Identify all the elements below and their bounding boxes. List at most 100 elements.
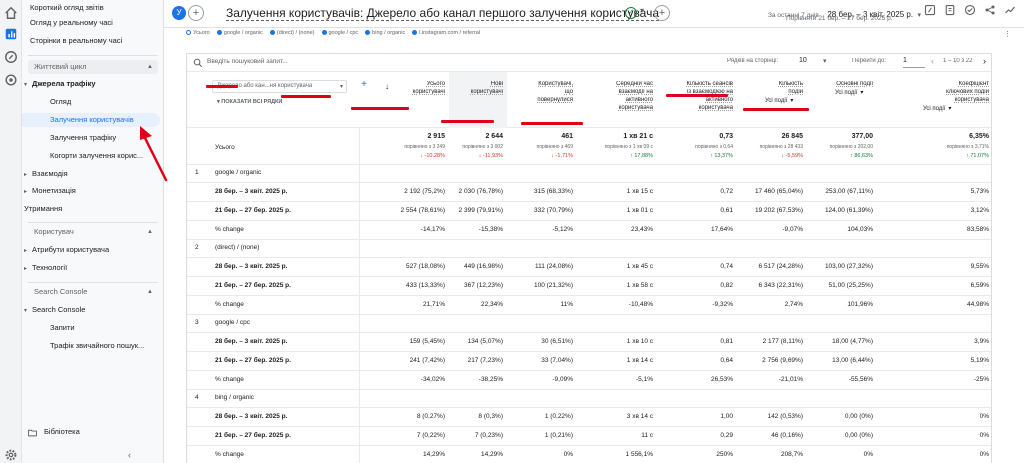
date-range-prefix: За останні 7 днів (768, 12, 819, 19)
nav-item-other-1[interactable]: ▸ Монетизація (22, 184, 164, 198)
nav-item-top-2[interactable]: Сторінки в реальному часі (22, 34, 164, 48)
column-header-3-line[interactable]: активного (625, 97, 653, 103)
column-header-1-line[interactable]: користувачі (470, 89, 503, 95)
legend-item[interactable]: Усього (186, 30, 210, 36)
section-lifecycle[interactable]: Життєвий цикл ▲ (28, 60, 158, 74)
rows-per-page-select[interactable]: 10 (799, 57, 807, 64)
column-header-4-line[interactable]: активного (705, 97, 733, 103)
column-header-4-line[interactable]: Кількість сеансів (686, 81, 733, 87)
share-link-icon[interactable] (984, 4, 996, 16)
column-header-0-line[interactable]: користувачі (412, 89, 445, 95)
column-header-1-line[interactable]: Нові (490, 81, 503, 87)
home-icon[interactable] (4, 6, 18, 20)
chevron-down-icon[interactable]: ▾ (823, 58, 827, 65)
avatar[interactable]: У (172, 6, 186, 20)
advertising-icon[interactable] (4, 73, 18, 87)
nav-item-sc-1[interactable]: Трафік звичайного пошук... (22, 339, 164, 353)
date-range-label: 28 бер. – 3 квіт. 2025 р. (215, 188, 288, 195)
column-header-2-line[interactable]: що (564, 89, 573, 95)
title-status-icon[interactable]: ✓ (625, 7, 637, 19)
add-report-button[interactable]: + (654, 5, 670, 21)
section-search-console[interactable]: Search Console ▲ (28, 285, 158, 299)
nav-item-other-2[interactable]: Утримання (22, 202, 164, 216)
column-header-3-line[interactable]: користувача (618, 105, 653, 111)
column-header-6-line[interactable]: Основні події (836, 81, 873, 87)
nav-item-search-console[interactable]: ▾ Search Console (22, 303, 164, 317)
column-header-2-line[interactable]: Користувачі, (538, 81, 573, 87)
column-header-3-line[interactable]: взаємодії на (618, 89, 653, 95)
trend-icon[interactable] (1004, 4, 1016, 16)
column-header-7-line[interactable]: користувача (954, 97, 989, 103)
collapse-chevron-icon[interactable]: ‹ (128, 450, 131, 460)
nav-item-acquisition-0[interactable]: Огляд (22, 95, 164, 109)
search-input[interactable]: Введіть пошуковий запит... (207, 58, 288, 65)
goto-page-input[interactable]: 1 (903, 57, 925, 68)
total-change: ↑ 13,37% (710, 153, 733, 159)
legend-item[interactable]: (direct) / (none) (269, 30, 315, 36)
nav-item-acquisition[interactable]: ▾ Джерела трафіку (22, 77, 164, 91)
group-name[interactable]: google / cpc (215, 319, 251, 326)
column-header-0-line[interactable]: Усього (426, 81, 445, 87)
chevron-up-icon: ▲ (147, 64, 153, 70)
nav-item-library[interactable]: Бібліотека (22, 425, 164, 439)
chevron-up-icon: ▲ (147, 289, 153, 295)
share-icon[interactable] (944, 4, 956, 16)
column-header-2-line[interactable]: повернулися (537, 97, 573, 103)
sort-arrow-icon[interactable]: ↓ (385, 82, 389, 91)
event-filter-select[interactable]: Усі події ▾ (923, 105, 971, 114)
nav-item-label: Короткий огляд звітів (30, 3, 104, 12)
row-band (187, 408, 991, 427)
nav-item-label: Утримання (24, 204, 63, 213)
column-header-7-line[interactable]: ключових подій (946, 89, 989, 95)
event-filter-select[interactable]: Усі події ▾ (835, 89, 883, 98)
reports-icon[interactable] (4, 27, 18, 41)
metric-cell: 159 (5,45%) (409, 338, 445, 345)
legend-label: bing / organic (372, 30, 406, 36)
nav-item-other-0[interactable]: ▸ Взаємодія (22, 167, 164, 181)
edit-report-icon[interactable] (924, 4, 936, 16)
insights-icon[interactable] (964, 4, 976, 16)
metric-cell: 241 (7,42%) (409, 357, 445, 364)
column-header-5-line[interactable]: подій (788, 89, 803, 95)
nav-item-acquisition-2[interactable]: Залучення трафіку (22, 131, 164, 145)
nav-item-user-1[interactable]: ▸ Технології (22, 261, 164, 275)
nav-item-user-0[interactable]: ▸ Атрибути користувача (22, 243, 164, 257)
nav-item-acquisition-1[interactable]: Залучення користувачів (22, 113, 160, 127)
prev-page-icon[interactable]: ‹ (931, 56, 934, 66)
legend-item[interactable]: l.instagram.com / referral (412, 30, 480, 36)
column-header-5-line[interactable]: Кількість (778, 81, 803, 87)
column-header-4-line[interactable]: користувача (698, 105, 733, 111)
chevron-down-icon[interactable]: ▾ (640, 6, 645, 15)
row-band (187, 277, 991, 296)
column-header-7-line[interactable]: Коефіцієнт (958, 81, 989, 87)
legend-item[interactable]: bing / organic (365, 30, 405, 36)
explore-icon[interactable] (4, 50, 18, 64)
metric-cell: 83,58% (966, 226, 989, 233)
legend-scroll-icon[interactable]: ⋮ (1004, 31, 1011, 38)
nav-item-acquisition-3[interactable]: Когорти залучення корис... (22, 149, 164, 163)
date-picker[interactable]: За останні 7 днів 28 бер. – 3 квіт. 2025… (768, 4, 921, 22)
nav-item-top-1[interactable]: Огляд у реальному часі (22, 16, 164, 30)
column-header-3-line[interactable]: Середній час (616, 81, 653, 87)
metric-cell: 1 хв 58 с (626, 282, 653, 289)
column-header-4-line[interactable]: із взаємодією на (686, 89, 733, 95)
metric-cell: 2 177 (8,11%) (762, 338, 803, 345)
change-label: % change (215, 376, 244, 383)
add-comparison-button[interactable]: + (188, 5, 204, 21)
add-dimension-button[interactable]: + (361, 79, 367, 90)
nav-item-top-0[interactable]: Короткий огляд звітів (22, 1, 164, 15)
legend-item[interactable]: google / cpc (321, 30, 358, 36)
nav-item-sc-0[interactable]: Запити (22, 321, 164, 335)
show-all-rows-button[interactable]: ▾ ПОКАЗАТИ ВСІ РЯДКИ (217, 99, 337, 109)
group-name[interactable]: bing / organic (215, 394, 255, 401)
annotation-underline (206, 85, 238, 88)
metric-cell: 5,73% (970, 188, 989, 195)
metric-cell: 7 (0,22%) (416, 432, 445, 439)
settings-icon[interactable] (4, 448, 18, 462)
legend-item[interactable]: google / organic (216, 30, 263, 36)
group-name[interactable]: (direct) / (none) (215, 244, 260, 251)
next-page-icon[interactable]: › (983, 56, 986, 66)
event-filter-select[interactable]: Усі події ▾ (765, 97, 813, 106)
section-user[interactable]: Користувач ▲ (28, 225, 158, 239)
group-name[interactable]: google / organic (215, 169, 262, 176)
